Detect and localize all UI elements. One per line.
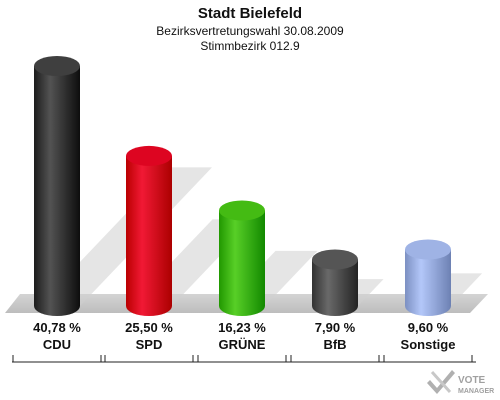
category-label-cdu: CDU (43, 337, 71, 352)
bar-cdu (34, 56, 80, 316)
bars-group (34, 56, 451, 316)
chart-title: Stadt Bielefeld (198, 5, 302, 22)
category-label-sonstige: Sonstige (401, 337, 456, 352)
value-label-sonstige: 9,60 % (408, 320, 449, 335)
category-label-grüne: GRÜNE (219, 337, 266, 352)
category-label-spd: SPD (136, 337, 163, 352)
vote-manager-logo: VOTE MANAGER (427, 370, 494, 395)
chart-subtitle: Bezirksvertretungswahl 30.08.2009 (156, 24, 344, 38)
chart-subtitle-2: Stimmbezirk 012.9 (200, 39, 300, 53)
bar-sonstige (405, 239, 451, 316)
check-icon (427, 370, 455, 394)
value-label-grüne: 16,23 % (218, 320, 266, 335)
category-label-bfb: BfB (323, 337, 346, 352)
value-label-bfb: 7,90 % (315, 320, 356, 335)
logo-brand: VOTE (458, 375, 486, 386)
logo-brand-sub: MANAGER (458, 388, 494, 395)
value-label-spd: 25,50 % (125, 320, 173, 335)
bar-spd (126, 145, 172, 316)
bar-grüne (219, 200, 265, 316)
value-label-cdu: 40,78 % (33, 320, 81, 335)
labels-group: 40,78 % CDU 25,50 % SPD 16,23 % GRÜNE 7,90 % Bf… (12, 320, 473, 362)
bar-bfb (312, 249, 358, 316)
